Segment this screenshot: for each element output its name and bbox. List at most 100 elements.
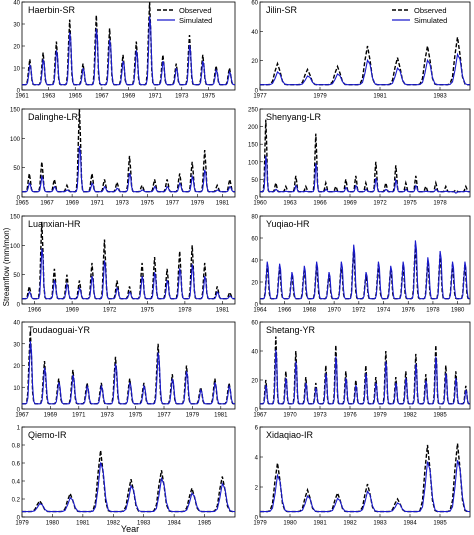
y-tick-label: 0	[255, 196, 259, 202]
observed-series-line	[260, 119, 470, 193]
x-tick-label: 1969	[44, 413, 58, 419]
y-tick-label: 0.6	[12, 462, 21, 468]
y-tick-label: 20	[13, 45, 20, 51]
y-tick-label: 4	[255, 456, 259, 462]
panel-title: Shetang-YR	[266, 325, 316, 335]
simulated-series-line	[260, 52, 470, 86]
panel-title: Xidaqiao-IR	[266, 430, 314, 440]
x-tick-label: 1966	[313, 201, 327, 207]
x-axis-label: Year	[121, 524, 139, 534]
y-tick-label: 20	[251, 59, 258, 65]
y-tick-label: 10	[13, 386, 20, 392]
y-tick-label: 0	[255, 303, 259, 309]
y-tick-label: 60	[251, 1, 258, 7]
y-tick-label: 40	[13, 321, 20, 327]
x-tick-label: 1972	[352, 308, 366, 314]
y-tick-label: 250	[248, 108, 259, 114]
y-tick-label: 1	[17, 426, 21, 432]
x-tick-label: 1981	[76, 521, 90, 527]
chart-panel: 0 2 4 6 1979 1980 1981 1982 1983 1984 1985 Xidaqiao…	[253, 426, 471, 527]
chart-panel: 0 0.2 0.4 0.6 0.8 1 1979 1980 1981 1982 1983 1984 19…	[12, 426, 236, 527]
x-tick-label: 1972	[103, 308, 117, 314]
x-tick-label: 1963	[42, 94, 56, 100]
y-tick-label: 0.8	[12, 444, 21, 450]
x-tick-label: 1967	[95, 94, 109, 100]
x-tick-label: 1965	[69, 94, 83, 100]
plot-frame	[21, 108, 236, 198]
x-tick-label: 1981	[214, 413, 228, 419]
x-tick-label: 1973	[116, 201, 130, 207]
legend-simulated-label: Simulated	[179, 16, 212, 25]
x-tick-label: 1961	[15, 94, 29, 100]
panel-title: Haerbin-SR	[28, 5, 76, 15]
x-tick-label: 1978	[426, 308, 440, 314]
x-tick-label: 1979	[253, 521, 267, 527]
y-tick-label: 40	[251, 259, 258, 265]
plot-frame	[259, 321, 471, 410]
x-tick-label: 1964	[253, 308, 267, 314]
y-tick-label: 0	[17, 516, 21, 522]
x-tick-label: 1960	[253, 201, 267, 207]
y-tick-label: 40	[251, 30, 258, 36]
y-tick-label: 20	[251, 379, 258, 385]
chart-panel: 0 50 100 150 200 250 1960 1963 1966 1969 1972 1975 1…	[248, 108, 471, 207]
y-tick-label: 0	[255, 89, 259, 95]
x-tick-label: 1966	[28, 308, 42, 314]
chart-panel: 0 20 40 60 1967 1970 1973 1976 1979 1982 1985 Sheta…	[251, 321, 471, 419]
y-tick-label: 6	[255, 426, 259, 432]
simulated-series-line	[260, 460, 471, 513]
y-tick-label: 30	[13, 23, 20, 29]
x-tick-label: 1982	[107, 521, 121, 527]
x-tick-label: 1980	[283, 521, 297, 527]
x-tick-label: 1973	[313, 413, 327, 419]
y-tick-label: 100	[10, 137, 21, 143]
panel-title: Jilin-SR	[266, 5, 298, 15]
x-tick-label: 1967	[253, 413, 267, 419]
simulated-series-line	[260, 349, 470, 405]
x-tick-label: 1967	[15, 413, 29, 419]
x-tick-label: 1976	[343, 413, 357, 419]
y-tick-label: 50	[251, 178, 258, 184]
x-tick-label: 1981	[373, 94, 387, 100]
x-tick-label: 1966	[278, 308, 292, 314]
chart-panel: 0 10 20 30 40 1961 1963 1965 1967 1969 1971 1973 197…	[13, 1, 236, 100]
plot-frame	[21, 215, 236, 305]
x-tick-label: 1978	[433, 201, 447, 207]
y-tick-label: 30	[13, 342, 20, 348]
y-tick-label: 10	[13, 67, 20, 73]
y-tick-label: 0	[17, 89, 21, 95]
x-tick-label: 1971	[90, 201, 104, 207]
y-tick-label: 100	[10, 244, 21, 250]
y-tick-label: 0	[17, 408, 21, 414]
x-tick-label: 1979	[15, 521, 29, 527]
legend-observed-label: Observed	[414, 6, 447, 15]
y-tick-label: 80	[251, 215, 258, 221]
y-tick-label: 50	[13, 166, 20, 172]
x-tick-label: 1980	[46, 521, 60, 527]
x-tick-label: 1968	[303, 308, 317, 314]
y-tick-label: 2	[255, 486, 259, 492]
x-tick-label: 1981	[313, 521, 327, 527]
y-tick-label: 200	[248, 125, 259, 131]
simulated-series-line	[22, 248, 235, 300]
y-tick-label: 150	[248, 143, 259, 149]
chart-panel: 0 20 40 60 1977 1979 1981 1983 Jilin-SR ObservedS…	[251, 1, 471, 100]
x-tick-label: 1977	[157, 413, 171, 419]
y-axis-label: Streamflow (mm/mon)	[2, 227, 11, 306]
x-tick-label: 1985	[433, 521, 447, 527]
y-tick-label: 40	[13, 1, 20, 7]
x-tick-label: 1979	[313, 94, 327, 100]
y-tick-label: 0.2	[12, 498, 21, 504]
y-tick-label: 100	[248, 160, 259, 166]
x-tick-label: 1972	[373, 201, 387, 207]
x-tick-label: 1984	[167, 521, 181, 527]
x-tick-label: 1983	[373, 521, 387, 527]
x-tick-label: 1969	[343, 201, 357, 207]
observed-series-line	[22, 330, 235, 405]
simulated-series-line	[22, 462, 236, 513]
x-tick-label: 1983	[137, 521, 151, 527]
x-tick-label: 1971	[72, 413, 86, 419]
x-tick-label: 1971	[148, 94, 162, 100]
